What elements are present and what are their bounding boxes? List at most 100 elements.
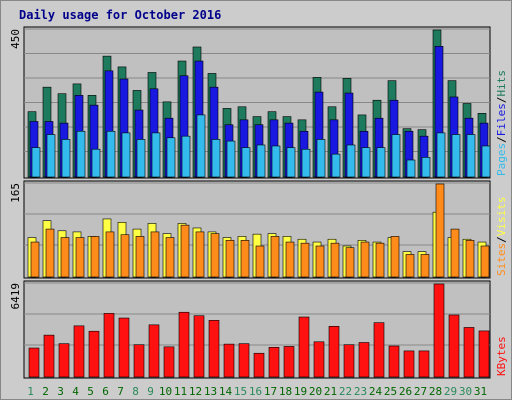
bar-sites-day-20 [315, 245, 325, 278]
x-tick-label-day-22: 22 [339, 385, 352, 398]
panel-hits-files-pages: 450 [9, 26, 491, 179]
bar-pages-day-1 [31, 147, 41, 178]
bar-sites-day-23 [360, 241, 370, 278]
x-tick-label-day-27: 27 [414, 385, 427, 398]
bar-kbytes-day-19 [298, 316, 310, 378]
bar-pages-day-6 [106, 130, 116, 178]
legend-kbytes: KBytes [495, 336, 508, 376]
x-tick-label-day-1: 1 [27, 385, 34, 398]
bar-kbytes-day-6 [103, 313, 115, 378]
bar-kbytes-day-21 [328, 325, 340, 378]
x-tick-label-day-17: 17 [264, 385, 277, 398]
chart-panels: 450 165 6419 [9, 26, 491, 379]
bar-kbytes-day-12 [193, 315, 205, 378]
bar-sites-day-15 [240, 240, 250, 278]
bar-kbytes-day-8 [133, 344, 145, 378]
x-tick-label-day-11: 11 [174, 385, 187, 398]
x-tick-label-day-8: 8 [132, 385, 139, 398]
bar-pages-day-7 [121, 132, 131, 178]
axis-max-label-visits-sites: 165 [9, 183, 22, 203]
x-tick-label-day-23: 23 [354, 385, 367, 398]
panel-visits-sites: 165 [9, 180, 491, 279]
panel-kbytes: 6419 [9, 280, 491, 379]
bar-sites-day-18 [285, 241, 295, 278]
bar-kbytes-day-13 [208, 320, 220, 378]
bar-pages-day-29 [451, 134, 461, 178]
x-tick-label-day-31: 31 [474, 385, 487, 398]
bar-pages-day-26 [406, 159, 416, 178]
x-tick-label-day-2: 2 [42, 385, 49, 398]
x-tick-label-day-29: 29 [444, 385, 457, 398]
bar-kbytes-day-16 [253, 352, 265, 378]
legend-text-hits-files-pages: Pages/Files/Hits [495, 70, 508, 176]
bar-sites-day-13 [210, 233, 220, 278]
bar-sites-day-21 [330, 242, 340, 278]
bar-pages-day-27 [421, 157, 431, 178]
x-tick-label-day-24: 24 [369, 385, 383, 398]
legend-text-kbytes: KBytes [495, 336, 508, 376]
legend-item-kbytes: KBytes [495, 336, 508, 376]
x-axis-day-labels: 1 2 3 4 5 6 7 8 9 10 11 12 13 14 15 16 17 18 19 20 21 22 23 24 2… [27, 385, 487, 398]
bar-pages-day-15 [241, 147, 251, 178]
legend-separator: / [495, 236, 508, 243]
legend-item-hits: Hits [495, 70, 508, 97]
bar-sites-day-30 [465, 240, 475, 278]
legend-item-visits: Visits [495, 197, 508, 237]
bar-pages-day-28 [436, 132, 446, 178]
bar-kbytes-day-1 [28, 347, 40, 378]
bar-sites-day-22 [345, 247, 355, 278]
x-tick-label-day-25: 25 [384, 385, 397, 398]
x-tick-label-day-19: 19 [294, 385, 307, 398]
bar-pages-day-5 [91, 148, 101, 178]
bar-pages-day-8 [136, 139, 146, 178]
bar-sites-day-16 [255, 245, 265, 278]
bar-sites-day-28 [435, 183, 445, 278]
bar-kbytes-day-31 [478, 330, 490, 378]
bar-sites-day-24 [375, 242, 385, 278]
bar-sites-day-12 [195, 231, 205, 278]
x-tick-label-day-30: 30 [459, 385, 472, 398]
bar-kbytes-day-10 [163, 346, 175, 378]
bar-kbytes-day-14 [223, 343, 235, 378]
bar-sites-day-6 [105, 231, 115, 278]
bar-pages-day-14 [226, 140, 236, 178]
x-tick-label-day-21: 21 [324, 385, 337, 398]
bar-sites-day-25 [390, 236, 400, 278]
legend-separator: / [495, 136, 508, 143]
x-tick-label-day-3: 3 [57, 385, 64, 398]
bar-sites-day-9 [150, 231, 160, 278]
legend-item-files: Files [495, 103, 508, 136]
x-tick-label-day-7: 7 [117, 385, 124, 398]
x-tick-label-day-4: 4 [72, 385, 79, 398]
bar-kbytes-day-15 [238, 343, 250, 378]
bar-kbytes-day-11 [178, 311, 190, 378]
bar-sites-day-4 [75, 237, 85, 278]
bar-sites-day-2 [45, 228, 55, 278]
bar-pages-day-31 [481, 145, 491, 178]
axis-max-label-kbytes: 6419 [9, 283, 22, 310]
bar-kbytes-day-30 [463, 327, 475, 378]
bar-kbytes-day-2 [43, 334, 55, 378]
bar-sites-day-10 [165, 237, 175, 278]
bar-pages-day-22 [346, 144, 356, 178]
bar-sites-day-27 [420, 254, 430, 278]
bar-kbytes-day-27 [418, 350, 430, 378]
x-tick-label-day-13: 13 [204, 385, 217, 398]
bar-pages-day-3 [61, 139, 71, 178]
x-tick-label-day-28: 28 [429, 385, 442, 398]
bar-pages-day-12 [196, 114, 206, 178]
bar-pages-day-19 [301, 148, 311, 178]
bar-sites-day-17 [270, 236, 280, 278]
bar-pages-day-11 [181, 135, 191, 178]
bar-sites-day-29 [450, 228, 460, 278]
x-tick-label-day-9: 9 [147, 385, 154, 398]
chart-title: Daily usage for October 2016 [19, 8, 221, 22]
bar-pages-day-23 [361, 147, 371, 178]
bar-kbytes-day-3 [58, 343, 70, 378]
x-tick-label-day-16: 16 [249, 385, 262, 398]
x-tick-label-day-18: 18 [279, 385, 292, 398]
bar-kbytes-day-26 [403, 350, 415, 378]
